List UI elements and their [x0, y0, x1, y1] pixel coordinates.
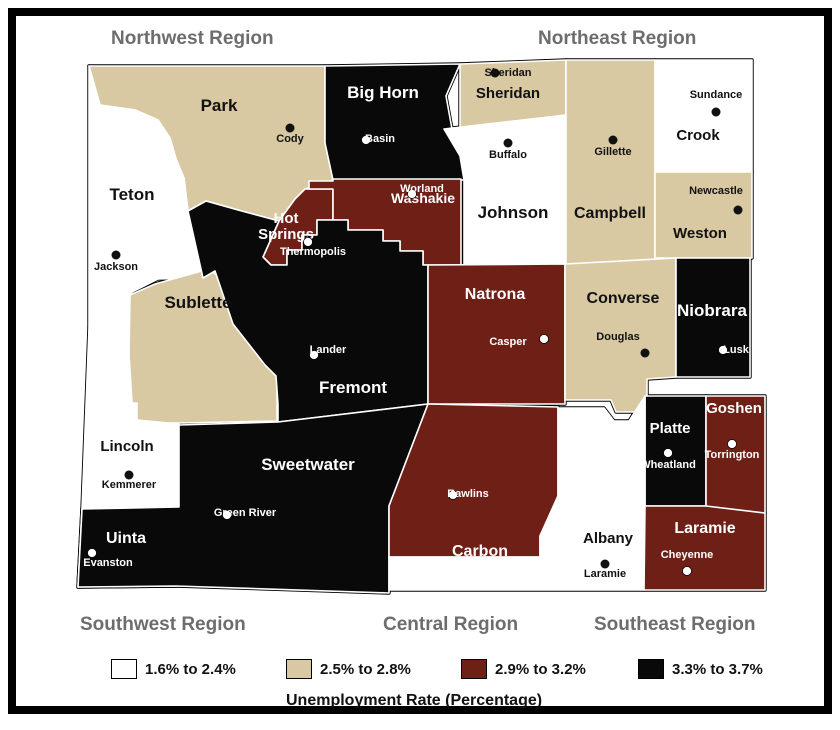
- svg-text:Green River: Green River: [214, 507, 277, 519]
- svg-text:Gillette: Gillette: [594, 146, 631, 158]
- svg-text:Big Horn: Big Horn: [347, 83, 419, 102]
- svg-text:Lincoln: Lincoln: [100, 438, 153, 455]
- svg-text:Worland: Worland: [400, 183, 444, 195]
- svg-text:Sublette: Sublette: [164, 293, 231, 312]
- svg-text:Basin: Basin: [365, 133, 395, 145]
- svg-text:Cheyenne: Cheyenne: [661, 549, 714, 561]
- svg-text:Natrona: Natrona: [465, 286, 526, 303]
- svg-text:Rawlins: Rawlins: [447, 488, 489, 500]
- svg-text:Johnson: Johnson: [478, 203, 549, 222]
- svg-text:Lusk: Lusk: [723, 344, 750, 356]
- svg-text:Platte: Platte: [650, 420, 691, 437]
- svg-text:Carbon: Carbon: [452, 543, 508, 560]
- svg-text:Teton: Teton: [109, 185, 154, 204]
- svg-text:Newcastle: Newcastle: [689, 185, 743, 197]
- svg-text:Albany: Albany: [583, 530, 634, 547]
- svg-text:Sundance: Sundance: [690, 89, 743, 101]
- svg-text:Goshen: Goshen: [706, 400, 762, 417]
- svg-text:Thermopolis: Thermopolis: [280, 246, 346, 258]
- svg-text:Campbell: Campbell: [574, 205, 646, 222]
- svg-text:Weston: Weston: [673, 225, 727, 242]
- svg-text:Casper: Casper: [489, 336, 527, 348]
- svg-text:Uinta: Uinta: [106, 530, 146, 547]
- svg-text:Jackson: Jackson: [94, 261, 138, 273]
- svg-text:Sheridan: Sheridan: [484, 67, 531, 79]
- svg-text:Lander: Lander: [310, 344, 347, 356]
- svg-text:Douglas: Douglas: [596, 331, 639, 343]
- svg-text:Laramie: Laramie: [584, 568, 626, 580]
- svg-text:Laramie: Laramie: [674, 520, 735, 537]
- svg-text:Cody: Cody: [276, 133, 304, 145]
- svg-text:Park: Park: [201, 96, 238, 115]
- svg-text:Converse: Converse: [587, 290, 660, 307]
- svg-text:Hot: Hot: [274, 210, 299, 227]
- svg-text:Crook: Crook: [676, 127, 720, 144]
- svg-text:Torrington: Torrington: [705, 449, 760, 461]
- svg-text:Sheridan: Sheridan: [476, 85, 540, 102]
- svg-text:Niobrara: Niobrara: [677, 301, 747, 320]
- svg-text:Buffalo: Buffalo: [489, 149, 527, 161]
- svg-text:Wheatland: Wheatland: [640, 459, 696, 471]
- svg-text:Kemmerer: Kemmerer: [102, 479, 157, 491]
- svg-text:Evanston: Evanston: [83, 557, 133, 569]
- svg-text:Sweetwater: Sweetwater: [261, 455, 355, 474]
- svg-text:Fremont: Fremont: [319, 378, 387, 397]
